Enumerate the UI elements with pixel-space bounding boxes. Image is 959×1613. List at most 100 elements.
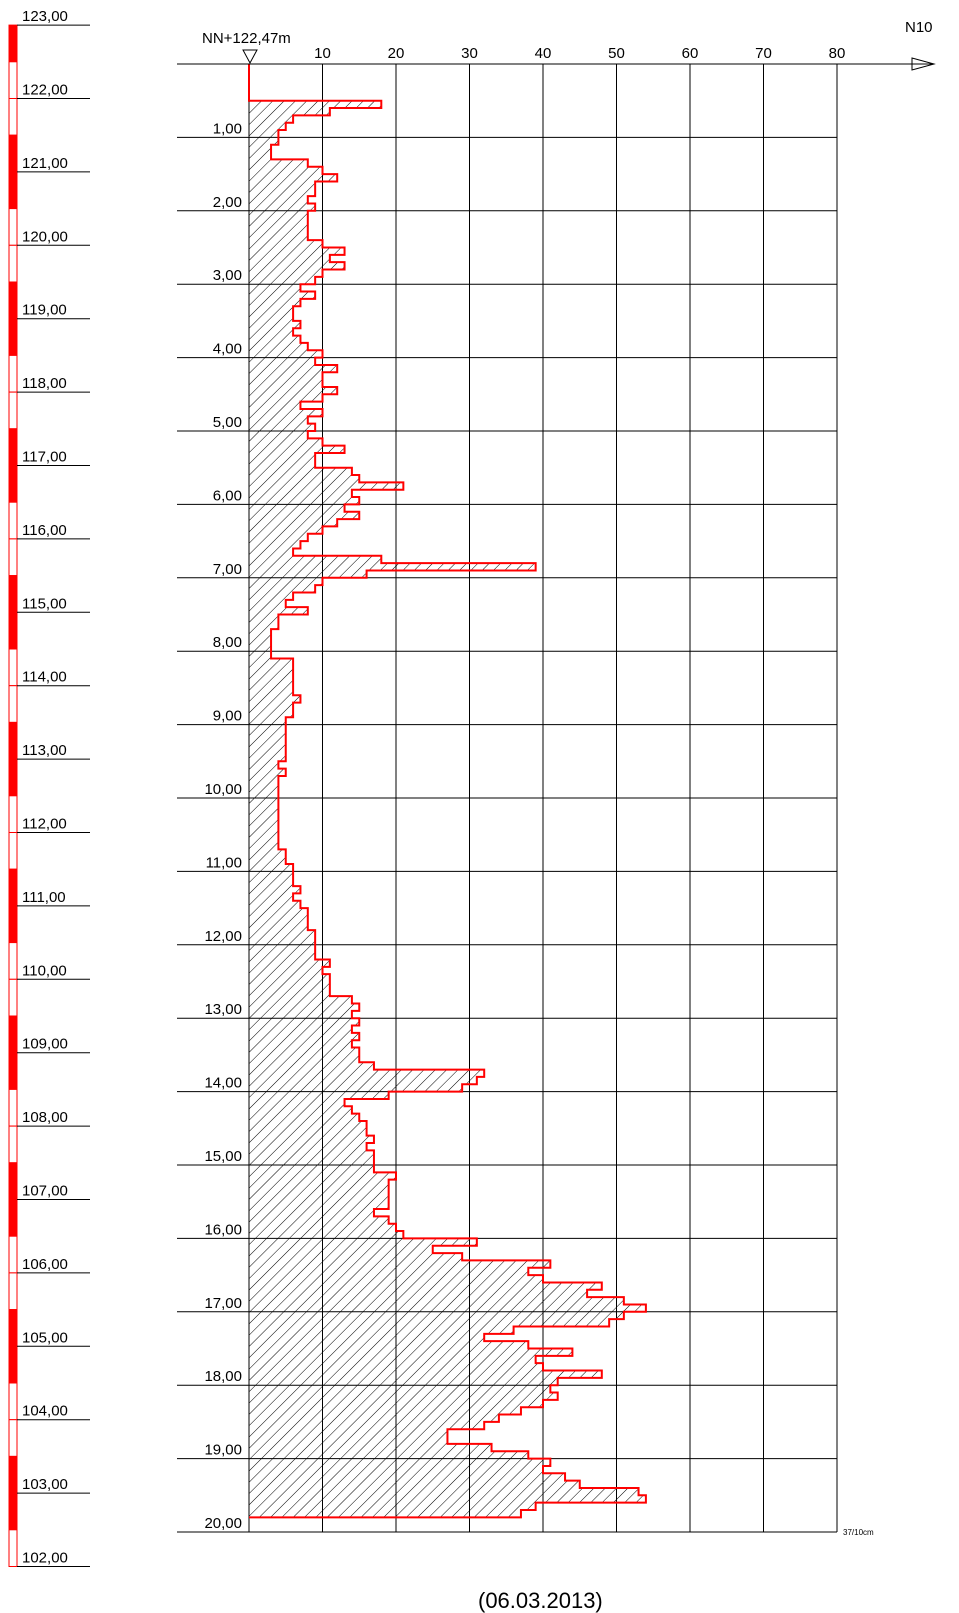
elevation-scale: 123,00 122,00 121,00 120,00 119,00 118,00 117,… [8, 8, 90, 1567]
elevation-tick-label: 118,00 [22, 375, 67, 392]
elevation-bar-segment [8, 538, 18, 577]
depth-tick-label: 15,00 [204, 1148, 242, 1165]
elevation-bar-segment [8, 721, 18, 760]
blow-count-profile [248, 64, 647, 1519]
date-label: (06.03.2013) [478, 1588, 603, 1613]
elevation-bar-segment [8, 831, 18, 870]
elevation-bar-segment [8, 1125, 18, 1164]
x-tick-label: 70 [755, 45, 772, 62]
profile-hatch-area [249, 100, 646, 1518]
x-tick-label: 40 [535, 45, 552, 62]
depth-tick-label: 16,00 [204, 1221, 242, 1238]
depth-tick-label: 19,00 [204, 1442, 242, 1459]
elevation-tick-label: 113,00 [22, 742, 67, 759]
elevation-tick-label: 111,00 [22, 889, 66, 906]
elevation-bar-segment [8, 281, 18, 320]
x-axis-arrow-icon [911, 57, 936, 71]
elevation-bar-segment [8, 354, 18, 393]
elevation-tick-label: 105,00 [22, 1329, 68, 1346]
elevation-bar-segment [8, 134, 18, 173]
elevation-bar-segment [8, 1419, 18, 1457]
elevation-bar-segment [8, 648, 18, 687]
depth-tick-label: 1,00 [213, 120, 242, 137]
depth-tick-label: 12,00 [204, 928, 242, 945]
elevation-tick-label: 117,00 [22, 448, 67, 465]
elevation-tick-label: 114,00 [22, 669, 67, 686]
x-axis-label: N10 [905, 19, 933, 36]
elevation-bar-segment [8, 611, 18, 650]
elevation-tick-label: 106,00 [22, 1256, 68, 1273]
elevation-bar-segment [8, 795, 18, 833]
elevation-bar-segment [8, 978, 18, 1017]
depth-tick-label: 6,00 [213, 487, 242, 504]
elevation-tick-label: 103,00 [22, 1476, 68, 1493]
depth-tick-label: 20,00 [204, 1515, 242, 1532]
x-tick-label: 80 [829, 45, 846, 62]
elevation-bar-segment [8, 171, 18, 210]
x-tick-label: 30 [461, 45, 478, 62]
blow-unit-label: 37/10cm [843, 1528, 874, 1537]
depth-tick-label: 13,00 [204, 1001, 242, 1018]
elevation-bar-segment [8, 1492, 18, 1531]
elevation-bar-segment [8, 868, 18, 907]
x-tick-label: 50 [608, 45, 625, 62]
depth-tick-label: 8,00 [213, 634, 242, 651]
elevation-bar-segment [8, 905, 18, 944]
depth-tick-label: 4,00 [213, 341, 242, 358]
elevation-bar-segment [8, 1198, 18, 1237]
depth-tick-label: 18,00 [204, 1368, 242, 1385]
elevation-tick-label: 121,00 [22, 155, 68, 172]
x-tick-label: 20 [388, 45, 405, 62]
depth-labels: 1,00 2,00 3,00 4,00 5,00 6,00 7,00 8,00 9,00 10,0… [204, 120, 242, 1532]
elevation-tick-label: 120,00 [22, 228, 68, 245]
x-tick-label: 10 [314, 45, 331, 62]
depth-tick-label: 7,00 [213, 561, 242, 578]
elevation-tick-label: 102,00 [22, 1549, 68, 1566]
elevation-bar-segment [8, 1052, 18, 1090]
x-axis: N10 10 20 30 40 50 60 70 80 [177, 19, 936, 71]
depth-tick-label: 11,00 [206, 854, 242, 871]
elevation-bar-segment [8, 61, 18, 99]
elevation-bar-segment [8, 391, 18, 430]
elevation-bar-segment [8, 318, 18, 356]
elevation-tick-label: 116,00 [22, 522, 67, 539]
depth-tick-label: 2,00 [213, 194, 242, 211]
depth-tick-label: 17,00 [204, 1295, 242, 1312]
elevation-bar-segment [8, 1235, 18, 1274]
elevation-bar-segment [8, 685, 18, 723]
elevation-bar-segment [8, 1529, 18, 1567]
depth-tick-label: 14,00 [204, 1075, 242, 1092]
elevation-bar-segment [8, 942, 18, 980]
elevation-bar-segment [8, 1015, 18, 1054]
elevation-bar-segment [8, 1162, 18, 1200]
elevation-tick-label: 110,00 [22, 962, 67, 979]
elevation-tick-label: 112,00 [22, 815, 67, 832]
x-tick-label: 60 [682, 45, 699, 62]
elevation-bar-segment [8, 501, 18, 540]
elevation-bar-segment [8, 244, 18, 283]
elevation-bar-segment [8, 208, 18, 246]
elevation-bar-segment [8, 1272, 18, 1311]
elevation-bar-segment [8, 1455, 18, 1494]
elevation-tick-label: 122,00 [22, 81, 68, 98]
elevation-tick-label: 123,00 [22, 8, 68, 25]
elevation-bar-segment [8, 24, 18, 63]
ground-datum: NN+122,47m [202, 30, 291, 65]
elevation-tick-label: 115,00 [22, 595, 67, 612]
elevation-tick-label: 109,00 [22, 1036, 68, 1053]
elevation-bar-segment [8, 428, 18, 466]
elevation-bar-segment [8, 1309, 18, 1347]
elevation-tick-label: 107,00 [22, 1182, 68, 1199]
profile-outline [248, 64, 647, 1519]
elevation-tick-label: 119,00 [22, 302, 67, 319]
elevation-bar-segment [8, 464, 18, 503]
elevation-bar-segment [8, 97, 18, 136]
elevation-bar-segment [8, 758, 18, 797]
depth-tick-label: 5,00 [213, 414, 242, 431]
datum-label: NN+122,47m [202, 30, 291, 47]
elevation-bar-segment [8, 1382, 18, 1421]
elevation-bar-segment [8, 575, 18, 613]
depth-tick-label: 10,00 [204, 781, 242, 798]
elevation-tick-label: 104,00 [22, 1403, 68, 1420]
